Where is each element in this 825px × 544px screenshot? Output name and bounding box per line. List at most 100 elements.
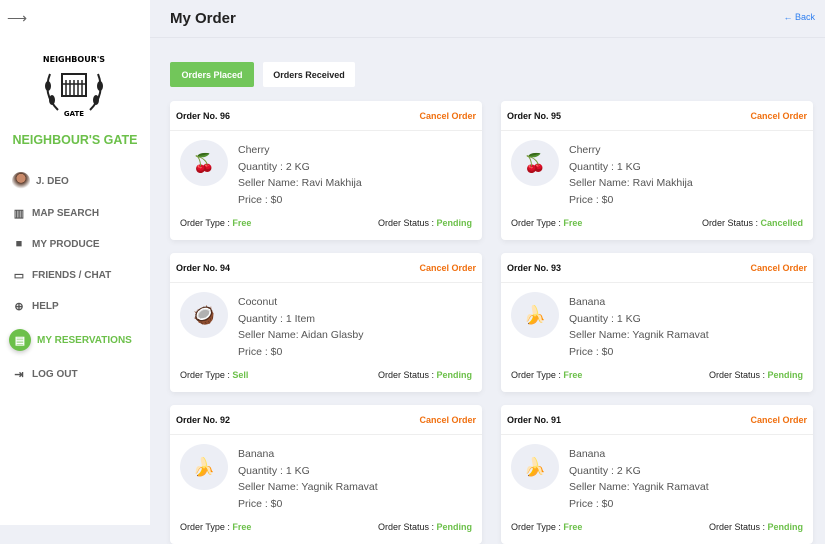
order-type-value: Free: [232, 218, 252, 228]
order-number: Order No. 93: [507, 262, 562, 273]
page-title: My Order: [170, 10, 236, 27]
seller-name: Seller Name: Yagnik Ramavat: [569, 329, 709, 342]
order-number: Order No. 95: [507, 110, 562, 121]
lifebuoy-icon: ⊕: [14, 300, 24, 313]
price: Price : $0: [238, 346, 283, 359]
order-status-value: Cancelled: [760, 218, 803, 228]
order-card: Order No. 92 Cancel Order 🍌 Banana Quantit…: [170, 405, 482, 544]
cancel-order-button[interactable]: Cancel Order: [419, 414, 476, 425]
order-status: Order Status : Pending: [377, 370, 473, 380]
tab-orders-received[interactable]: Orders Received: [263, 62, 355, 87]
product-name: Cherry: [238, 144, 270, 156]
product-icon: 🍌: [180, 444, 228, 490]
sidebar-item-map-search[interactable]: ▥ MAP SEARCH: [12, 206, 99, 220]
order-status: Order Status : Pending: [708, 370, 804, 380]
neighbours-gate-logo: NEIGHBOUR'S GATE: [43, 55, 105, 118]
sidebar-item-label: MAP SEARCH: [32, 207, 100, 219]
tab-orders-placed[interactable]: Orders Placed: [170, 62, 254, 87]
svg-text:NEIGHBOUR'S: NEIGHBOUR'S: [43, 55, 105, 64]
bag-icon: ■: [15, 238, 23, 250]
product-name: Cherry: [569, 144, 601, 156]
order-type: Order Type : Free: [511, 218, 583, 228]
sidebar-item-label: LOG OUT: [32, 368, 78, 380]
order-status-value: Pending: [436, 218, 473, 228]
quantity: Quantity : 2 KG: [569, 464, 641, 477]
svg-text:GATE: GATE: [64, 110, 84, 118]
sidebar-item-friends-chat[interactable]: ▭ FRIENDS / CHAT: [12, 268, 111, 282]
product-icon: 🥥: [180, 292, 228, 338]
order-card: Order No. 94 Cancel Order 🥥 Coconut Quanti…: [170, 253, 482, 392]
sidebar-item-help[interactable]: ⊕ HELP: [12, 299, 59, 313]
back-link[interactable]: ← Back: [783, 12, 815, 22]
product-name: Banana: [569, 448, 606, 460]
brand-name: NEIGHBOUR'S GATE: [12, 133, 138, 147]
product-name: Coconut: [238, 296, 278, 308]
order-type: Order Type : Free: [511, 370, 583, 380]
price: Price : $0: [569, 346, 614, 359]
order-number: Order No. 96: [176, 110, 231, 121]
order-card: Order No. 96 Cancel Order 🍒 Cherry Quantit…: [170, 101, 482, 240]
cancel-order-button[interactable]: Cancel Order: [750, 262, 807, 273]
cancel-order-button[interactable]: Cancel Order: [419, 262, 476, 273]
sidebar-item-my-reservations[interactable]: ▤ MY RESERVATIONS: [9, 329, 132, 351]
seller-name: Seller Name: Aidan Glasby: [238, 329, 364, 342]
price: Price : $0: [238, 498, 283, 511]
sidebar: ⟶ NEIGHBOUR'S GATE NEIGHBOUR'S GATE J. D…: [0, 0, 150, 525]
cancel-order-button[interactable]: Cancel Order: [750, 414, 807, 425]
order-status-value: Pending: [767, 370, 804, 380]
reservation-icon: ▤: [9, 329, 31, 351]
order-number: Order No. 92: [176, 414, 231, 425]
order-number: Order No. 94: [176, 262, 231, 273]
product-icon: 🍌: [511, 444, 559, 490]
order-card: Order No. 95 Cancel Order 🍒 Cherry Quantit…: [501, 101, 813, 240]
seller-name: Seller Name: Ravi Makhija: [238, 177, 362, 190]
order-status-value: Pending: [767, 522, 804, 532]
order-number: Order No. 91: [507, 414, 562, 425]
quantity: Quantity : 1 Item: [238, 312, 316, 325]
cancel-order-button[interactable]: Cancel Order: [750, 110, 807, 121]
order-status-value: Pending: [436, 370, 473, 380]
order-type-value: Free: [563, 370, 583, 380]
order-type: Order Type : Free: [180, 522, 252, 532]
quantity: Quantity : 2 KG: [238, 160, 310, 173]
seller-name: Seller Name: Yagnik Ramavat: [569, 481, 709, 494]
header: My Order ← Back: [150, 0, 825, 38]
order-type: Order Type : Sell: [180, 370, 249, 380]
sidebar-item-my-produce[interactable]: ■ MY PRODUCE: [12, 237, 100, 251]
order-type-value: Free: [232, 522, 252, 532]
sidebar-item-label: MY RESERVATIONS: [37, 334, 132, 346]
quantity: Quantity : 1 KG: [569, 160, 641, 173]
sidebar-item-label: FRIENDS / CHAT: [32, 269, 112, 281]
quantity: Quantity : 1 KG: [238, 464, 310, 477]
sidebar-item-label: MY PRODUCE: [32, 238, 100, 250]
product-icon: 🍌: [511, 292, 559, 338]
order-status: Order Status : Cancelled: [701, 218, 803, 228]
logout-icon: ⇥: [14, 368, 24, 381]
sidebar-item-label: HELP: [32, 300, 59, 312]
product-name: Banana: [238, 448, 275, 460]
order-status: Order Status : Pending: [377, 522, 473, 532]
product-name: Banana: [569, 296, 606, 308]
product-icon: 🍒: [180, 140, 228, 186]
seller-name: Seller Name: Ravi Makhija: [569, 177, 693, 190]
order-status: Order Status : Pending: [377, 218, 473, 228]
order-status-value: Pending: [436, 522, 473, 532]
avatar: [12, 172, 30, 190]
order-type-value: Free: [563, 522, 583, 532]
order-status: Order Status : Pending: [708, 522, 804, 532]
sidebar-item-label: J. DEO: [36, 175, 69, 187]
expand-sidebar-arrow-icon[interactable]: ⟶: [7, 10, 28, 26]
sidebar-item-profile[interactable]: J. DEO: [12, 172, 69, 190]
price: Price : $0: [569, 194, 614, 207]
order-type-value: Free: [563, 218, 583, 228]
product-icon: 🍒: [511, 140, 559, 186]
map-icon: ▥: [13, 207, 25, 220]
order-card: Order No. 91 Cancel Order 🍌 Banana Quantit…: [501, 405, 813, 544]
seller-name: Seller Name: Yagnik Ramavat: [238, 481, 378, 494]
sidebar-item-log-out[interactable]: ⇥ LOG OUT: [12, 367, 78, 381]
chat-icon: ▭: [13, 269, 25, 282]
price: Price : $0: [238, 194, 283, 207]
price: Price : $0: [569, 498, 614, 511]
cancel-order-button[interactable]: Cancel Order: [419, 110, 476, 121]
order-type-value: Sell: [232, 370, 249, 380]
